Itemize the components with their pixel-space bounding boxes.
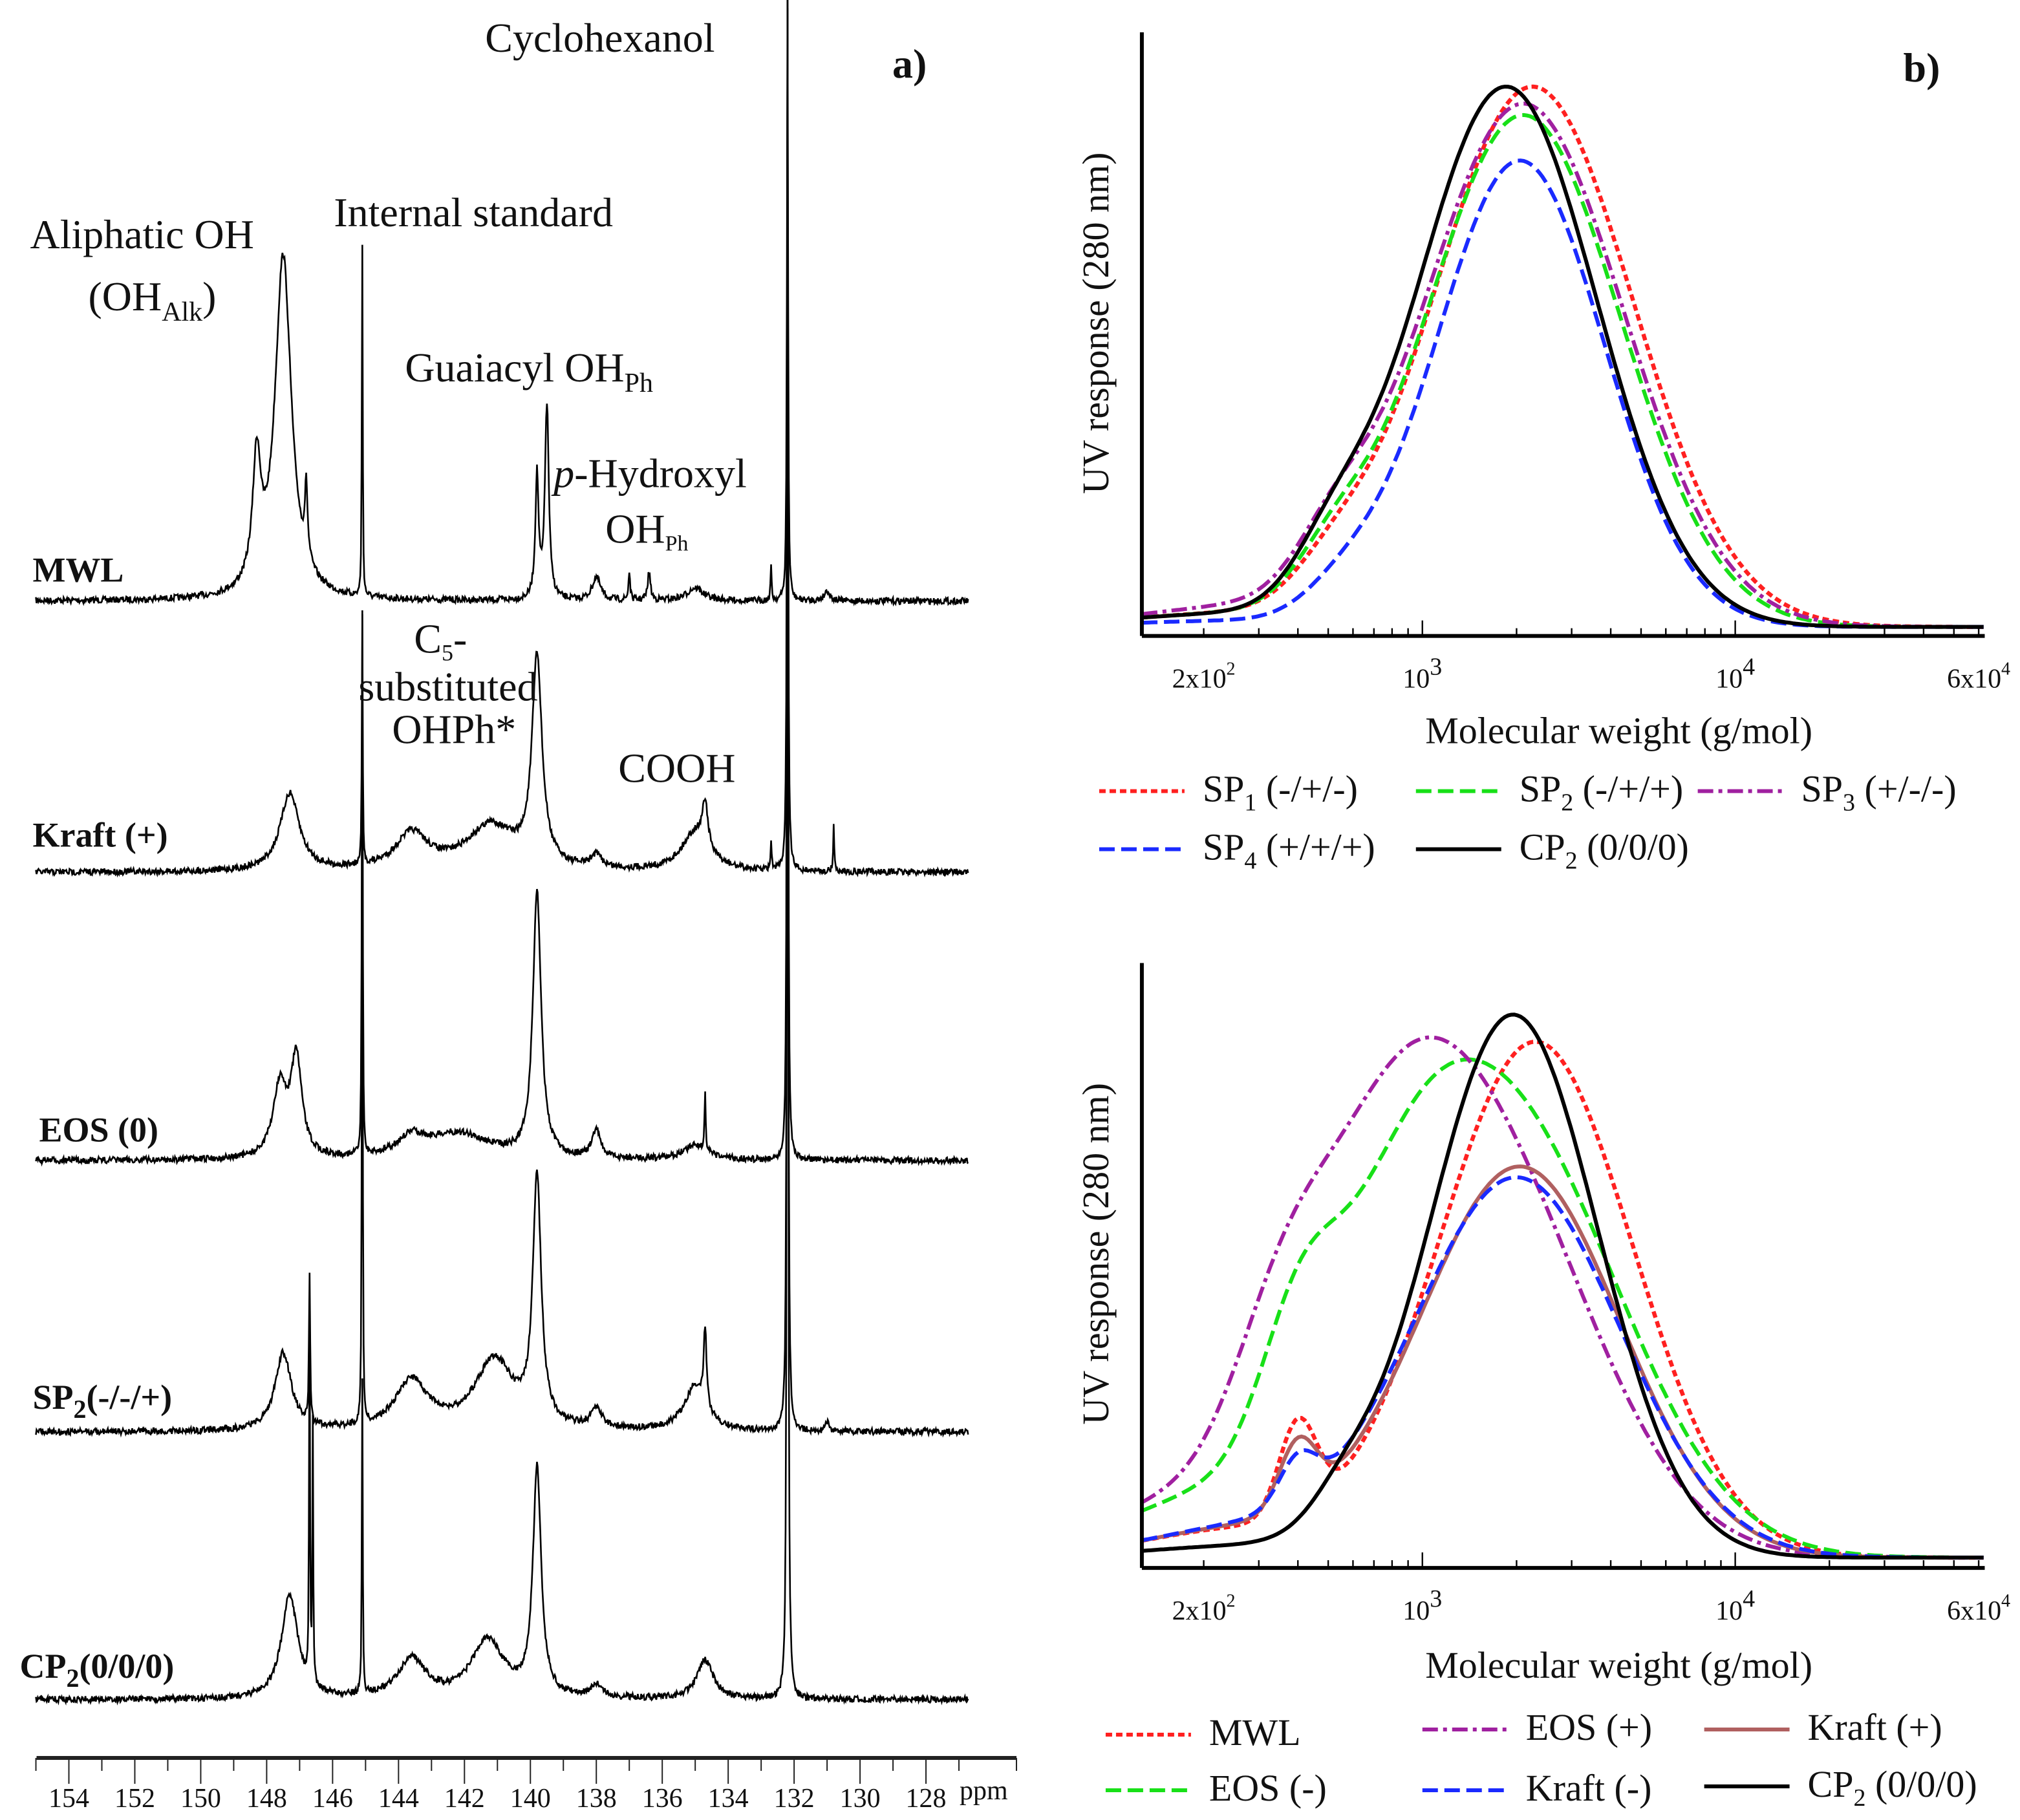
annotation-substituted: substituted bbox=[358, 664, 537, 710]
legend-label: CP2 (0/0/0) bbox=[1808, 1763, 1977, 1812]
x-tick-label: 132 bbox=[774, 1784, 815, 1814]
legend-label: MWL bbox=[1209, 1711, 1301, 1753]
gpc-curve-4 bbox=[1141, 1175, 1984, 1560]
panel-label-b: b) bbox=[1904, 45, 1940, 91]
x-axis-label-bottom: Molecular weight (g/mol) bbox=[1425, 1644, 1812, 1686]
y-axis-label-bottom: UV response (280 nm) bbox=[1075, 1083, 1117, 1425]
x-tick-label: 103 bbox=[1402, 654, 1442, 694]
x-axis-label-top: Molecular weight (g/mol) bbox=[1425, 710, 1812, 752]
gpc-curve-4 bbox=[1141, 84, 1984, 629]
legend-label: SP4 (+/+/+) bbox=[1203, 826, 1375, 875]
x-tick-label: 138 bbox=[576, 1784, 617, 1814]
spectrum-4 bbox=[35, 0, 969, 1438]
spectrum-5 bbox=[35, 0, 969, 1706]
x-tick-label: 146 bbox=[312, 1784, 353, 1814]
x-tick-label: 150 bbox=[180, 1784, 221, 1814]
gpc-curve-2 bbox=[1141, 1035, 1984, 1560]
panel-b-bottom-gpc: Molecular weight (g/mol) UV response (28… bbox=[1075, 963, 2010, 1812]
x-tick-label: 128 bbox=[906, 1784, 947, 1814]
gpc-curve-2 bbox=[1141, 102, 1984, 629]
annotation-p-oh-ph: OHPh bbox=[605, 506, 688, 556]
x-tick-label: 103 bbox=[1402, 1585, 1442, 1626]
panel-b-top-gpc: b) Molecular weight (g/mol) UV response … bbox=[1075, 32, 2010, 875]
x-tick-label: 142 bbox=[444, 1784, 485, 1814]
gpc-curve-3 bbox=[1142, 158, 1984, 629]
x-tick-label: 104 bbox=[1715, 1585, 1755, 1626]
x-tick-label: 154 bbox=[48, 1784, 89, 1814]
x-tick-label: 2x102 bbox=[1172, 1591, 1236, 1626]
annotation-aliphatic-oh: Aliphatic OH bbox=[30, 211, 254, 257]
legend-label: EOS (-) bbox=[1209, 1767, 1327, 1809]
annotation-cooh: COOH bbox=[618, 745, 735, 791]
spectrum-3 bbox=[35, 8, 969, 1167]
gpc-curve-0 bbox=[1141, 84, 1984, 629]
spectrum-label-eos: EOS (0) bbox=[39, 1110, 158, 1149]
legend-label: SP1 (-/+/-) bbox=[1203, 768, 1358, 817]
gpc-curve-0 bbox=[1141, 1040, 1984, 1560]
x-tick-label: 2x102 bbox=[1172, 659, 1236, 694]
legend-label: EOS (+) bbox=[1526, 1706, 1652, 1748]
annotation-cyclohexanol: Cyclohexanol bbox=[485, 15, 715, 61]
x-tick-label: 152 bbox=[114, 1784, 155, 1814]
x-tick-label: 6x104 bbox=[1947, 1591, 2010, 1626]
spectrum-2 bbox=[35, 9, 969, 878]
spectrum-label-sp2: SP2(-/-/+) bbox=[33, 1378, 173, 1424]
annotation-p-hydroxyl: p-Hydroxyl bbox=[551, 451, 746, 497]
x-axis-unit-ppm: ppm bbox=[960, 1776, 1008, 1806]
x-tick-label: 104 bbox=[1715, 654, 1755, 694]
y-axis-label-top: UV response (280 nm) bbox=[1075, 153, 1117, 495]
spectrum-1 bbox=[35, 0, 969, 607]
legend-label: Kraft (-) bbox=[1526, 1767, 1652, 1809]
x-tick-label: 6x104 bbox=[1947, 659, 2010, 694]
x-tick-label: 134 bbox=[708, 1784, 749, 1814]
gpc-curve-5 bbox=[1141, 1012, 1984, 1560]
legend-label: SP2 (-/+/+) bbox=[1520, 768, 1683, 817]
annotation-c5: C5- bbox=[414, 616, 467, 666]
gpc-curve-1 bbox=[1142, 112, 1984, 629]
panel-label-a: a) bbox=[892, 41, 927, 87]
x-tick-label: 140 bbox=[510, 1784, 551, 1814]
gpc-curve-1 bbox=[1141, 1057, 1984, 1560]
panel-a-annotations: Cyclohexanol a) Aliphatic OH (OHAlk) Int… bbox=[20, 15, 1008, 1806]
spectrum-label-mwl: MWL bbox=[33, 551, 124, 590]
spectrum-label-kraft: Kraft (+) bbox=[33, 816, 168, 855]
spectrum-label-cp2: CP2(0/0/0) bbox=[20, 1647, 175, 1693]
annotation-guaiacyl: Guaiacyl OHPh bbox=[405, 345, 653, 398]
legend-label: SP3 (+/-/-) bbox=[1801, 768, 1957, 817]
x-tick-label: 130 bbox=[840, 1784, 881, 1814]
annotation-internal-standard: Internal standard bbox=[334, 189, 613, 235]
x-tick-label: 136 bbox=[642, 1784, 683, 1814]
legend-label: Kraft (+) bbox=[1808, 1706, 1942, 1748]
annotation-oh-alk: (OHAlk) bbox=[89, 273, 217, 327]
x-tick-label: 148 bbox=[246, 1784, 287, 1814]
annotation-ohph-star: OHPh* bbox=[392, 707, 516, 753]
panel-a-nmr-spectra: 154 152 150 148 146 144 142 140 138 136 134 132 130 1… bbox=[35, 0, 1017, 1814]
x-tick-label: 144 bbox=[378, 1784, 419, 1814]
legend-label: CP2 (0/0/0) bbox=[1520, 826, 1689, 875]
